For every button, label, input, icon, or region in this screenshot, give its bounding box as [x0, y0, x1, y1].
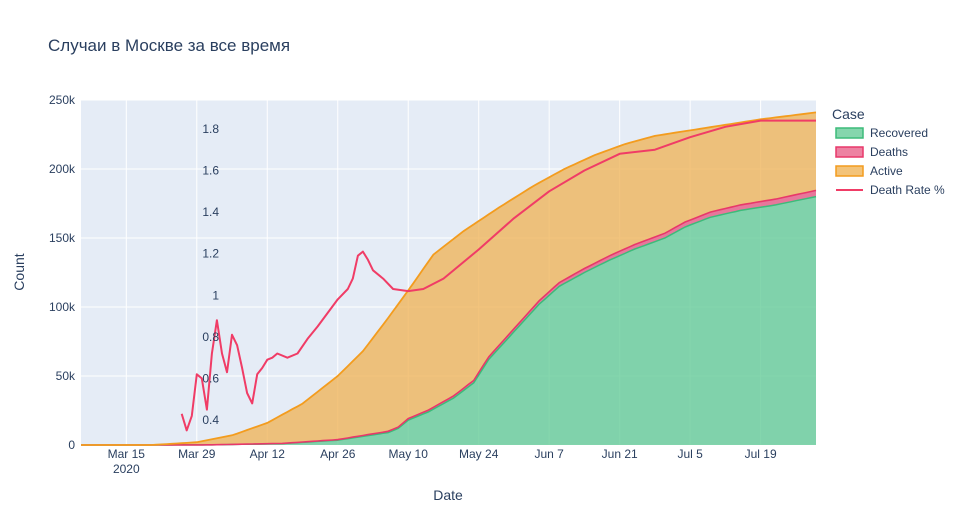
legend-item-death-rate-label: Death Rate %	[870, 183, 945, 197]
legend-item-active-label: Active	[870, 164, 903, 178]
y2-tick-label: 1.2	[202, 247, 219, 261]
x-axis-title: Date	[433, 487, 463, 503]
y2-axis-ticks: 0.4 0.6 0.8 1 1.2 1.4 1.6 1.8	[202, 122, 219, 427]
y-tick-label: 50k	[56, 369, 76, 383]
legend-item-deaths-label: Deaths	[870, 145, 908, 159]
x-tick-label: Apr 26	[320, 447, 356, 461]
x-tick-label: May 10	[389, 447, 429, 461]
y2-tick-label: 1	[212, 288, 219, 302]
y-axis-title: Count	[11, 253, 27, 290]
line-layer	[81, 111, 817, 446]
active-line	[81, 111, 817, 446]
recovered-area	[81, 196, 816, 445]
x-tick-label: Mar 29	[178, 447, 216, 461]
area-layer	[81, 112, 816, 446]
x-tick-label: Jul 19	[745, 447, 777, 461]
y-tick-label: 100k	[49, 300, 76, 314]
x-tick-label: May 24	[459, 447, 499, 461]
active-area	[81, 112, 816, 446]
y-axis-ticks: 0 50k 100k 150k 200k 250k	[49, 93, 76, 452]
x-tick-label: Apr 12	[250, 447, 286, 461]
chart-title: Случаи в Москве за все время	[48, 36, 290, 55]
legend-item-deaths-swatch	[835, 146, 864, 158]
legend-title: Case	[832, 106, 865, 122]
x-tick-sublabel: 2020	[113, 462, 140, 476]
deaths-line	[81, 189, 817, 446]
y-tick-label: 200k	[49, 162, 76, 176]
x-tick-label: Jun 7	[535, 447, 565, 461]
legend-item-active-swatch	[835, 165, 864, 177]
y-tick-label: 0	[68, 438, 75, 452]
death-rate-line	[180, 119, 816, 432]
x-tick-label: Jul 5	[677, 447, 703, 461]
legend-item-recovered-swatch	[835, 127, 864, 139]
legend-item-recovered-label: Recovered	[870, 126, 928, 140]
y2-tick-label: 1.8	[202, 122, 219, 136]
y-tick-label: 250k	[49, 93, 76, 107]
x-tick-label: Jun 21	[602, 447, 638, 461]
y2-tick-label: 0.8	[202, 330, 219, 344]
y2-tick-label: 0.6	[202, 371, 219, 385]
y2-tick-label: 1.6	[202, 163, 219, 177]
y2-tick-label: 0.4	[202, 413, 219, 427]
x-tick-label: Mar 15	[108, 447, 146, 461]
legend: Case Recovered Deaths Active Death Rate %	[832, 106, 945, 197]
y-tick-label: 150k	[49, 231, 76, 245]
y2-tick-label: 1.4	[202, 205, 219, 219]
